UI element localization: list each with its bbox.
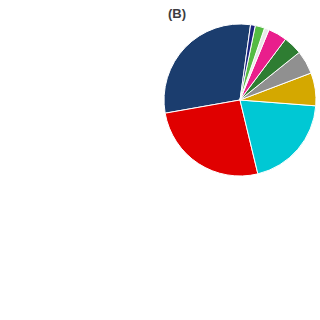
svg-text:(B): (B)	[168, 6, 186, 21]
